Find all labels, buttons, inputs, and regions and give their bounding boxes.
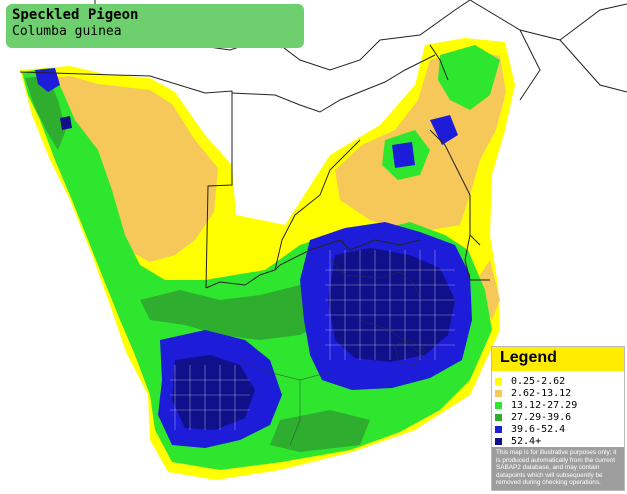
- legend-swatch: [495, 413, 502, 421]
- legend-label: 0.25-2.62: [511, 375, 566, 387]
- legend-label: 52.4+: [511, 435, 542, 447]
- legend-swatch: [495, 377, 502, 385]
- map-legend: Legend 0.25-2.62 2.62-13.12 13.12-27.29 27.…: [491, 346, 625, 491]
- legend-item: 27.29-39.6: [495, 411, 577, 423]
- legend-swatch: [495, 425, 502, 433]
- range-layer-mid-high: [25, 76, 370, 452]
- legend-label: 39.6-52.4: [511, 423, 566, 435]
- legend-title: Legend: [500, 349, 557, 366]
- species-title-panel: Speckled Pigeon Columba guinea: [6, 4, 304, 48]
- country-borders: [19, 0, 627, 289]
- province-borders: [239, 259, 429, 446]
- legend-item: 2.62-13.12: [495, 387, 577, 399]
- legend-swatch: [495, 389, 502, 397]
- legend-item: 0.25-2.62: [495, 375, 577, 387]
- legend-swatch: [495, 437, 502, 445]
- legend-label: 13.12-27.29: [511, 399, 578, 411]
- legend-label: 27.29-39.6: [511, 411, 572, 423]
- legend-disclaimer: This map is for illustrative purposes on…: [492, 447, 624, 490]
- legend-label: 2.62-13.12: [511, 387, 572, 399]
- species-scientific-name: Columba guinea: [12, 24, 122, 39]
- legend-item: 13.12-27.29: [495, 399, 577, 411]
- legend-item: 52.4+: [495, 435, 577, 447]
- legend-header: Legend: [492, 347, 624, 371]
- species-common-name: Speckled Pigeon: [12, 7, 139, 23]
- legend-item: 39.6-52.4: [495, 423, 577, 435]
- legend-items: 0.25-2.62 2.62-13.12 13.12-27.29 27.29-39.6…: [495, 375, 577, 447]
- legend-swatch: [495, 401, 502, 409]
